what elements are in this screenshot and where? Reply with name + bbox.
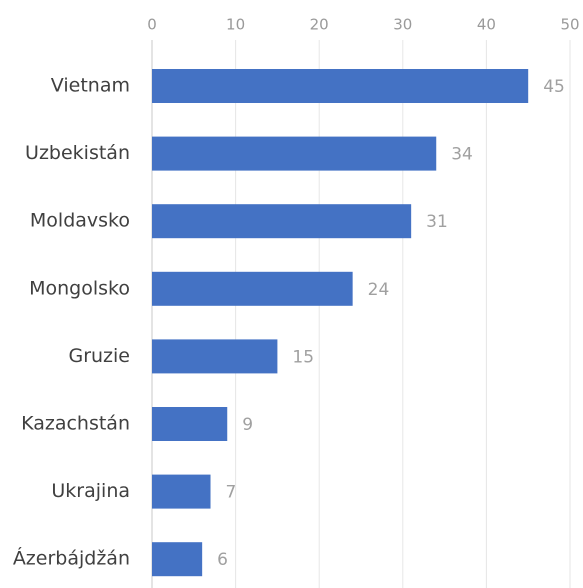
x-tick-label: 20 [310, 16, 329, 34]
x-tick-label: 0 [147, 16, 157, 34]
category-label: Mongolsko [29, 277, 130, 299]
bar [152, 407, 228, 441]
value-label: 34 [451, 145, 473, 165]
category-label: Vietnam [51, 75, 130, 97]
bar [152, 136, 437, 171]
category-label: Kazachstán [21, 413, 130, 435]
category-label: Ázerbájdžán [13, 547, 130, 570]
category-label: Ukrajina [51, 480, 130, 502]
value-label: 6 [217, 550, 228, 570]
value-label: 24 [368, 280, 390, 300]
x-tick-label: 40 [477, 16, 496, 34]
bar [152, 69, 529, 103]
bar [152, 542, 203, 577]
bar [152, 271, 353, 306]
bar [152, 339, 278, 374]
bar [152, 204, 412, 239]
value-label: 15 [292, 347, 314, 367]
x-tick-label: 10 [226, 16, 245, 34]
bar [152, 474, 211, 509]
value-label: 7 [226, 483, 237, 503]
value-label: 31 [426, 212, 448, 232]
category-label: Uzbekistán [25, 142, 130, 164]
value-label: 9 [242, 415, 253, 435]
x-tick-label: 30 [393, 16, 412, 34]
value-label: 45 [543, 77, 565, 97]
x-tick-label: 50 [560, 16, 579, 34]
category-label: Gruzie [68, 345, 130, 367]
category-label: Moldavsko [30, 210, 130, 232]
